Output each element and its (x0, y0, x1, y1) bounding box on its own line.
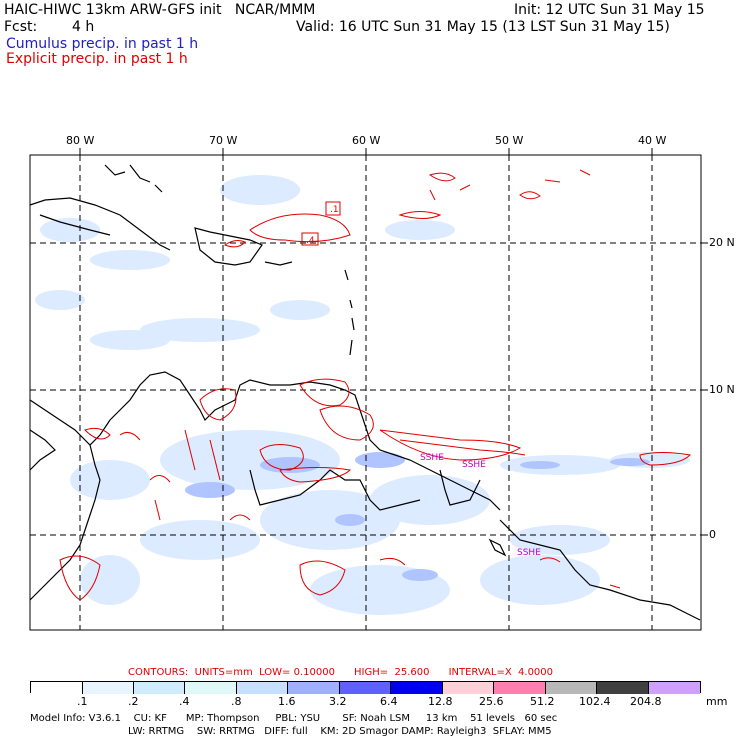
coastlines (29, 164, 701, 621)
colorbar (30, 681, 701, 694)
colorbar-swatch (340, 682, 391, 694)
colorbar-swatch (494, 682, 546, 694)
forecast-label: Fcst: (4, 19, 38, 35)
colorbar-swatch (391, 682, 443, 694)
legend-cumulus: Cumulus precip. in past 1 h (6, 36, 199, 52)
lat-label-0: 0 (709, 528, 716, 541)
colorbar-tick: 102.4 (579, 695, 611, 708)
colorbar-swatch (288, 682, 340, 694)
colorbar-swatch (649, 682, 700, 694)
colorbar-swatch (83, 682, 134, 694)
colorbar-swatch (597, 682, 649, 694)
cumulus-precip-heavier (185, 452, 650, 581)
model-info-line1: Model Info: V3.6.1 CU: KF MP: Thompson P… (30, 713, 558, 724)
lon-label-70w: 70 W (209, 134, 238, 147)
lon-label-40w: 40 W (638, 134, 667, 147)
contour-label: .4 (306, 236, 315, 246)
lat-lon-grid (30, 155, 701, 630)
lon-label-60w: 60 W (352, 134, 381, 147)
lon-label-80w: 80 W (66, 134, 95, 147)
explicit-precip-contours (59, 169, 692, 601)
colorbar-tick: .1 (77, 695, 88, 708)
colorbar-swatch (134, 682, 185, 694)
colorbar-swatch (185, 682, 237, 694)
colorbar-tick: 12.8 (428, 695, 453, 708)
model-title: HAIC-HIWC 13km ARW-GFS init NCAR/MMM (4, 2, 316, 18)
contour-label-group: .1 .4 SSHE SSHE SSHE (306, 205, 541, 558)
contour-label: SSHE (517, 548, 541, 558)
colorbar-tick: .2 (128, 695, 139, 708)
axis-ticks (79, 148, 708, 536)
model-info-line2: LW: RRTMG SW: RRTMG DIFF: full KM: 2D Sm… (128, 726, 552, 737)
colorbar-swatch (31, 682, 83, 694)
legend-explicit: Explicit precip. in past 1 h (6, 51, 188, 67)
colorbar-swatch (237, 682, 288, 694)
colorbar-tick: 25.6 (479, 695, 504, 708)
colorbar-tick: 6.4 (380, 695, 398, 708)
colorbar-tick: .8 (231, 695, 242, 708)
colorbar-tick: 204.8 (630, 695, 662, 708)
contour-label: SSHE (420, 453, 444, 463)
colorbar-tick: 3.2 (329, 695, 347, 708)
colorbar-swatch (443, 682, 494, 694)
init-time: Init: 12 UTC Sun 31 May 15 (514, 2, 705, 18)
colorbar-tick: .4 (179, 695, 190, 708)
forecast-hour: 4 h (72, 19, 95, 35)
colorbar-tick: 1.6 (278, 695, 296, 708)
contour-label: .1 (330, 205, 339, 215)
colorbar-swatch (546, 682, 597, 694)
lon-label-50w: 50 W (495, 134, 524, 147)
colorbar-unit: mm (706, 695, 728, 708)
contours-info: CONTOURS: UNITS=mm LOW= 0.10000 HIGH= 25… (128, 667, 554, 678)
colorbar-tick: 51.2 (530, 695, 555, 708)
contour-label: SSHE (462, 460, 486, 470)
lat-label-20n: 20 N (709, 236, 735, 249)
valid-time: Valid: 16 UTC Sun 31 May 15 (13 LST Sun … (296, 19, 670, 35)
lat-label-10n: 10 N (709, 383, 735, 396)
